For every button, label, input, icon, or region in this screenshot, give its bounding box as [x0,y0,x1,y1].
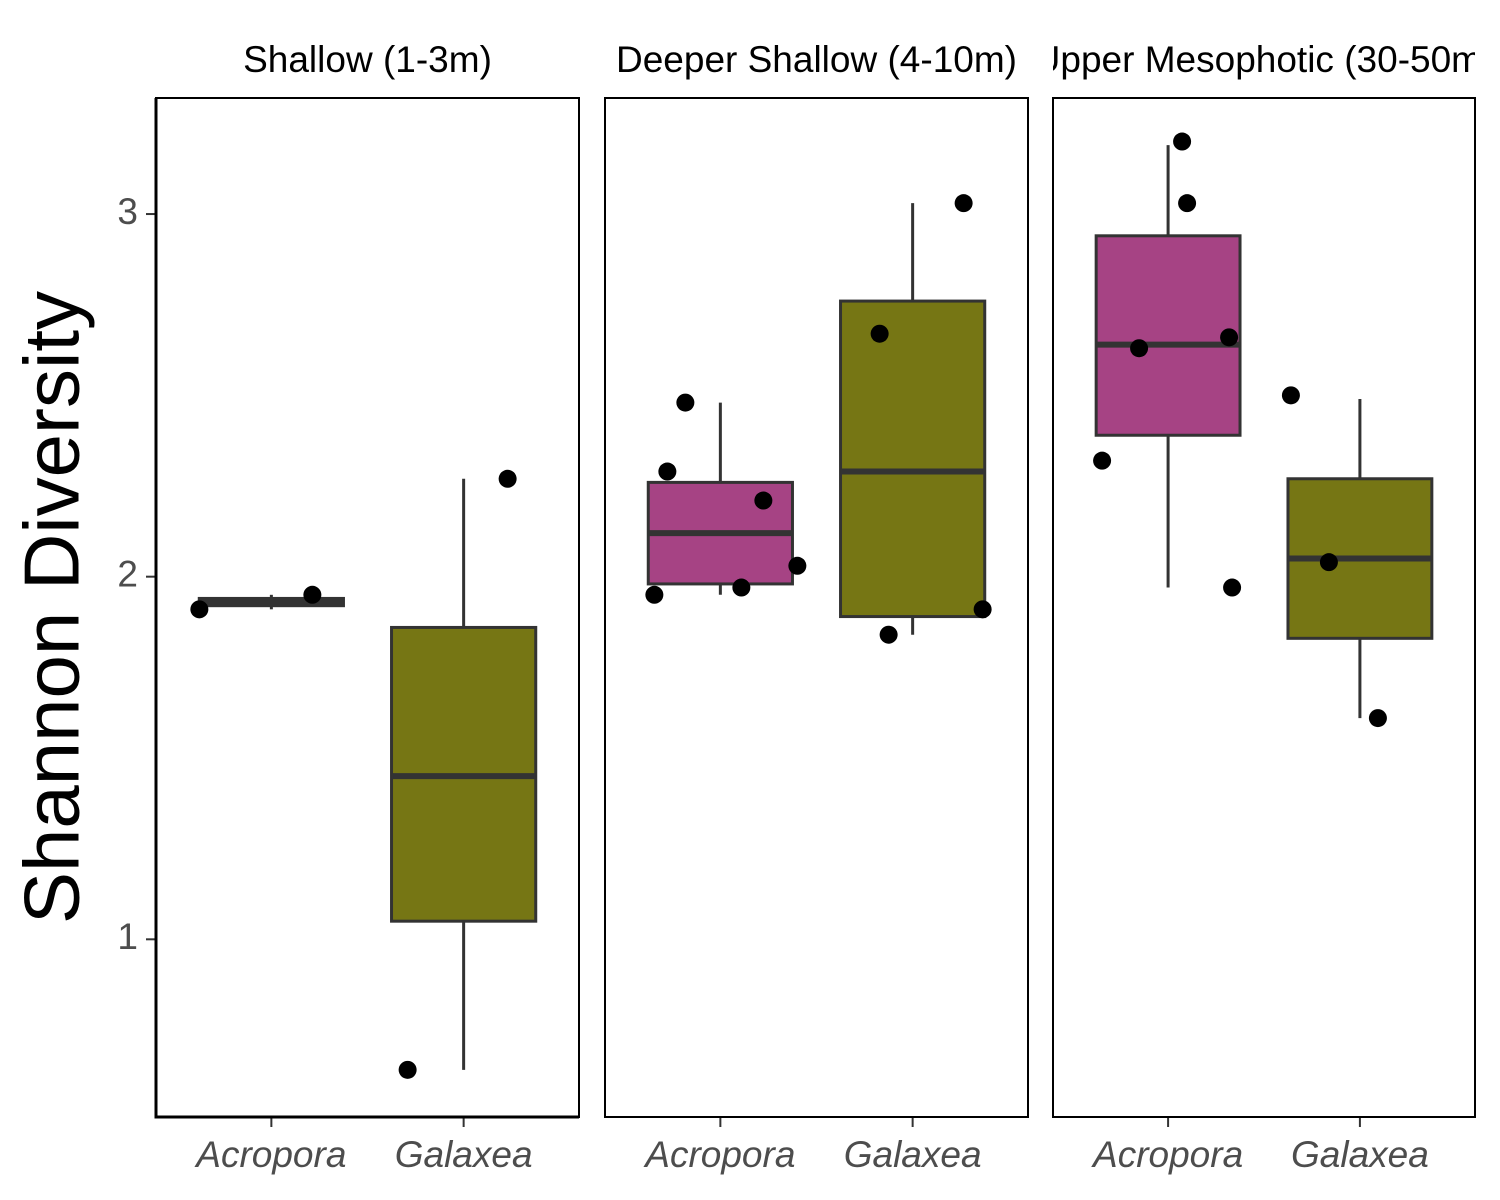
point [398,1060,417,1079]
facet-title: Upper Mesophotic (30-50m) [1034,39,1495,80]
point [754,491,773,510]
point [1223,578,1242,597]
y-tick-label: 1 [117,916,138,957]
box [839,299,987,619]
point [870,324,889,343]
point [879,625,898,644]
point [954,194,973,213]
point [1281,386,1300,405]
point [498,469,517,488]
panel-border [1052,97,1476,1118]
point [303,585,322,604]
point [1368,709,1387,728]
point [658,462,677,481]
point [190,600,209,619]
point [973,600,992,619]
point [732,578,751,597]
y-tick-label: 2 [117,553,138,594]
panel-border [155,97,580,1118]
panel-border [604,97,1029,1118]
axis-line [154,98,579,1119]
x-tick-label: Acropora [194,1134,346,1175]
point [676,393,695,412]
box [1094,234,1242,437]
facet-title: Deeper Shallow (4-10m) [616,39,1017,80]
point [1319,553,1338,572]
point [645,585,664,604]
y-axis-title: Shannon Diversity [8,291,96,924]
point [1220,328,1239,347]
x-tick-label: Acropora [643,1134,795,1175]
point [1178,194,1197,213]
x-tick-label: Galaxea [1291,1134,1429,1175]
point [788,556,807,575]
point [1130,339,1149,358]
x-tick-label: Galaxea [844,1134,982,1175]
point [1173,132,1192,151]
y-tick-label: 3 [117,191,138,232]
facet-title: Shallow (1-3m) [243,39,492,80]
x-tick-label: Galaxea [395,1134,533,1175]
x-tick-label: Acropora [1091,1134,1243,1175]
point [1093,451,1112,470]
